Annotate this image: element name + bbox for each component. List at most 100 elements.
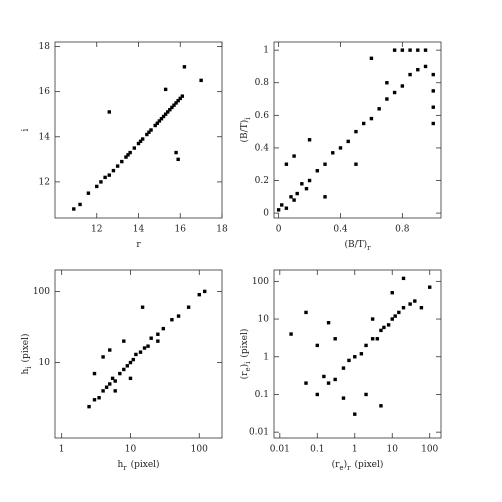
point — [113, 379, 117, 383]
point — [322, 374, 326, 379]
label-part: (pixel) — [239, 329, 250, 358]
point — [126, 153, 130, 157]
point — [146, 344, 150, 348]
point — [170, 318, 174, 322]
point — [364, 343, 368, 348]
x-tick-label: 0.1 — [310, 445, 324, 455]
point — [300, 182, 304, 186]
y-tick-label: 0.6 — [255, 111, 270, 121]
point — [72, 207, 76, 211]
point — [364, 392, 368, 397]
point — [390, 317, 394, 321]
plot-frame — [273, 41, 442, 219]
label-subscript: e — [244, 367, 252, 371]
x-tick-label: 10 — [125, 445, 137, 455]
label-part: (pixel) — [131, 459, 160, 470]
x-tick-label: 12 — [91, 225, 102, 235]
x-tick-label: 0.8 — [395, 225, 410, 235]
point — [174, 150, 178, 155]
x-tick-label: 0 — [276, 225, 282, 235]
point — [354, 129, 358, 134]
point — [87, 404, 91, 409]
point — [401, 276, 406, 281]
label-part: (pixel) — [20, 334, 31, 363]
point — [176, 314, 181, 318]
point — [315, 392, 319, 397]
label-subscript: r — [367, 244, 371, 252]
point — [331, 151, 335, 155]
point — [122, 339, 126, 343]
label-part: h — [21, 369, 31, 375]
x-tick-label: 10 — [387, 445, 399, 455]
point — [370, 337, 375, 341]
x-tick-label: 1 — [352, 445, 358, 455]
point — [276, 208, 281, 212]
point — [385, 81, 389, 85]
point — [431, 89, 435, 93]
axis-label: hi (pixel) — [20, 334, 34, 375]
point — [428, 285, 432, 289]
point — [166, 110, 170, 114]
point — [416, 68, 420, 72]
point — [99, 180, 103, 184]
y-tick-label: 0 — [263, 209, 269, 219]
y-tick-label: 100 — [252, 277, 269, 287]
y-tick-label: 100 — [33, 287, 50, 297]
point — [431, 72, 435, 77]
x-tick-label: 1 — [59, 445, 65, 455]
plot-frame — [273, 269, 442, 439]
label-part: r — [136, 240, 141, 250]
point — [176, 157, 180, 162]
y-tick-label: 0.1 — [255, 390, 269, 400]
point — [156, 332, 160, 336]
label-part: (pixel) — [354, 459, 383, 470]
point — [369, 56, 374, 60]
y-tick-label: 10 — [258, 315, 270, 325]
point — [408, 72, 412, 77]
point — [379, 328, 383, 333]
point — [401, 306, 406, 310]
point — [338, 146, 343, 150]
point — [292, 198, 296, 202]
point — [284, 162, 289, 166]
point — [159, 117, 164, 121]
label-part: h — [117, 460, 123, 470]
point — [128, 360, 133, 365]
point — [140, 137, 145, 141]
point — [307, 138, 312, 142]
point — [122, 367, 126, 372]
point — [431, 121, 435, 126]
label-subscript: e — [339, 464, 343, 472]
point — [333, 377, 337, 382]
x-tick-label: 14 — [133, 225, 145, 235]
y-tick-label: 10 — [39, 358, 51, 368]
y-tick-label: 0.01 — [249, 428, 269, 438]
point — [369, 116, 374, 121]
point — [315, 343, 319, 348]
point — [156, 339, 160, 343]
label-subscript: i — [244, 117, 252, 120]
point — [118, 371, 122, 376]
point — [153, 123, 157, 128]
label-part: (r — [332, 459, 341, 470]
axis-label: (B/T)r — [344, 239, 371, 253]
point — [413, 299, 417, 303]
point — [186, 305, 191, 309]
point — [400, 48, 405, 52]
point — [120, 159, 124, 164]
point — [107, 110, 111, 114]
y-tick-label: 12 — [39, 177, 50, 187]
point — [92, 398, 97, 402]
point — [390, 290, 394, 295]
point — [103, 175, 107, 180]
x-tick-label: 100 — [191, 445, 208, 455]
point — [138, 139, 143, 143]
y-tick-label: 1 — [263, 46, 269, 56]
point — [307, 178, 312, 183]
axis-label: (re)i (pixel) — [239, 329, 253, 380]
axis-label: (re)r (pixel) — [332, 459, 384, 473]
point — [379, 404, 383, 408]
x-tick-label: 0.4 — [333, 225, 348, 235]
point — [132, 146, 137, 150]
